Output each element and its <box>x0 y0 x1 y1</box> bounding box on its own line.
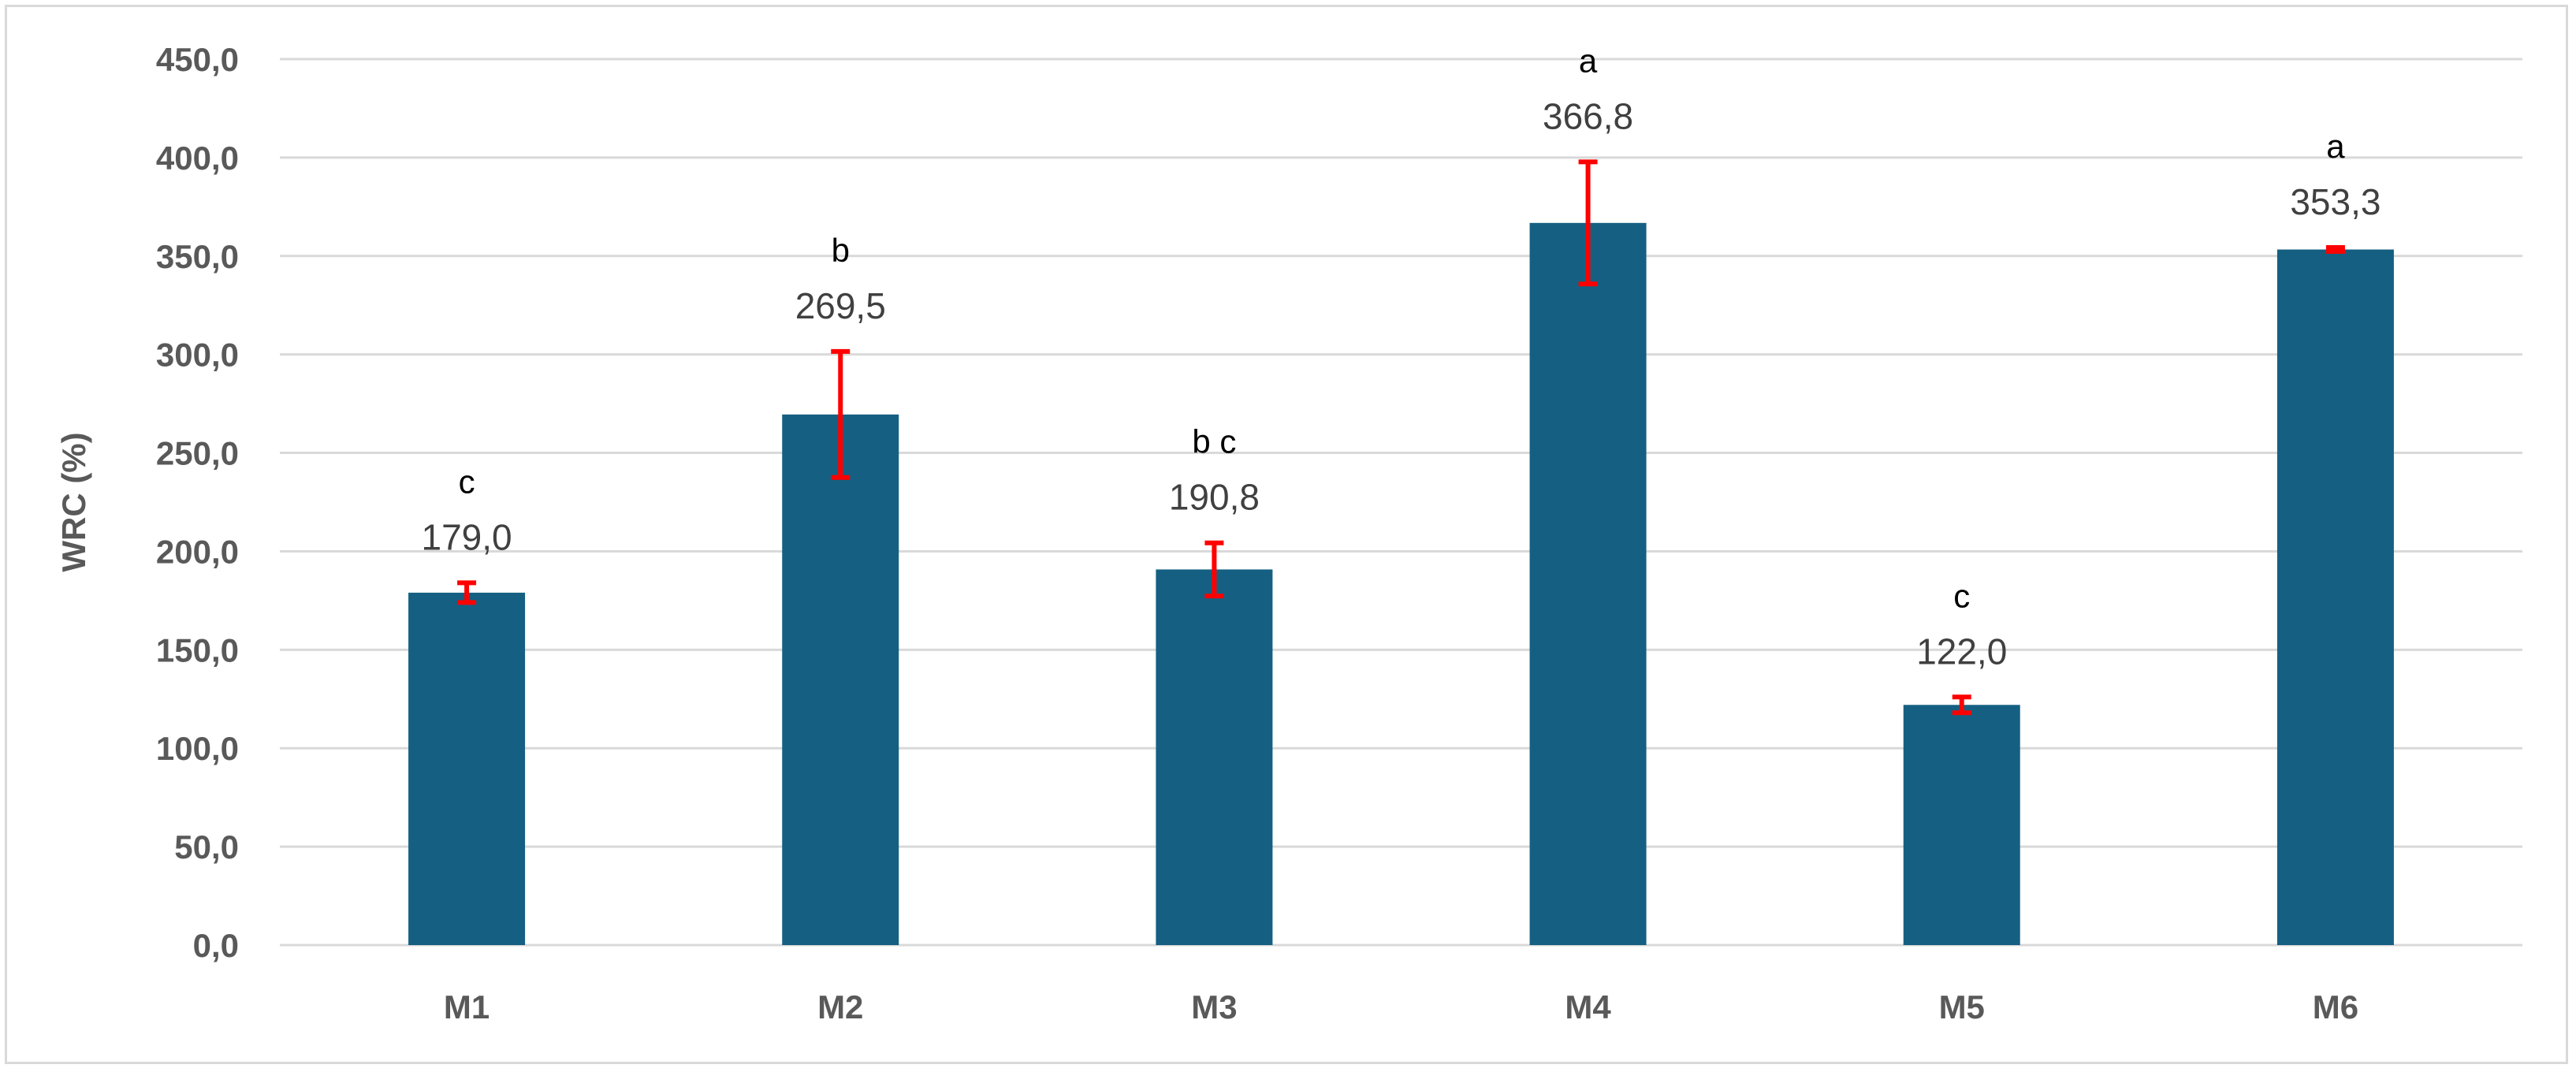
y-tick-label: 150,0 <box>156 631 239 668</box>
error-bar <box>1952 694 1971 716</box>
y-axis-title: WRC (%) <box>55 432 92 571</box>
x-tick-label: M3 <box>1191 988 1237 1025</box>
significance-letter: a <box>1579 42 1598 79</box>
significance-letter: b <box>832 232 850 269</box>
bar <box>1156 569 1273 945</box>
data-label: 190,8 <box>1169 477 1260 518</box>
x-axis-tick-labels: M1 M2 M3 M4 M5 M6 <box>444 988 2358 1025</box>
y-axis-tick-labels: 0,0 50,0 100,0 150,0 200,0 250,0 300,0 350,0 400… <box>156 41 239 964</box>
y-tick-label: 350,0 <box>156 238 239 275</box>
gridlines <box>280 58 2522 947</box>
y-tick-label: 250,0 <box>156 435 239 472</box>
y-tick-label: 100,0 <box>156 730 239 767</box>
significance-letter: c <box>1953 577 1970 614</box>
data-label: 366,8 <box>1543 95 1633 136</box>
data-labels: 179,0 c 269,5 b 190,8 b c 366,8 a 122,0 c 353,3 a <box>422 42 2381 672</box>
bar <box>408 592 526 945</box>
data-label: 353,3 <box>2290 181 2381 222</box>
error-bar <box>2325 245 2345 255</box>
error-bar <box>1578 159 1598 287</box>
y-tick-label: 0,0 <box>193 927 239 964</box>
bar <box>1529 222 1647 945</box>
y-tick-label: 400,0 <box>156 140 239 177</box>
y-tick-label: 200,0 <box>156 533 239 570</box>
bar <box>782 414 899 945</box>
error-bars <box>457 159 2345 716</box>
significance-letter: b c <box>1192 423 1236 460</box>
data-label: 269,5 <box>795 285 886 326</box>
x-tick-label: M2 <box>817 988 863 1025</box>
x-tick-label: M6 <box>2313 988 2358 1025</box>
error-bar <box>831 348 851 480</box>
y-tick-label: 450,0 <box>156 41 239 78</box>
data-label: 179,0 <box>422 516 512 557</box>
bar <box>2276 249 2394 945</box>
y-tick-label: 50,0 <box>174 828 239 865</box>
significance-letter: a <box>2326 128 2345 165</box>
error-bar <box>1204 540 1224 599</box>
bars <box>408 222 2394 945</box>
error-bar <box>457 580 477 605</box>
data-label: 122,0 <box>1916 631 2007 672</box>
significance-letter: c <box>459 463 475 500</box>
bar <box>1903 705 2020 945</box>
y-tick-label: 300,0 <box>156 337 239 374</box>
x-tick-label: M1 <box>444 988 490 1025</box>
x-tick-label: M4 <box>1565 988 1611 1025</box>
x-tick-label: M5 <box>1939 988 1985 1025</box>
